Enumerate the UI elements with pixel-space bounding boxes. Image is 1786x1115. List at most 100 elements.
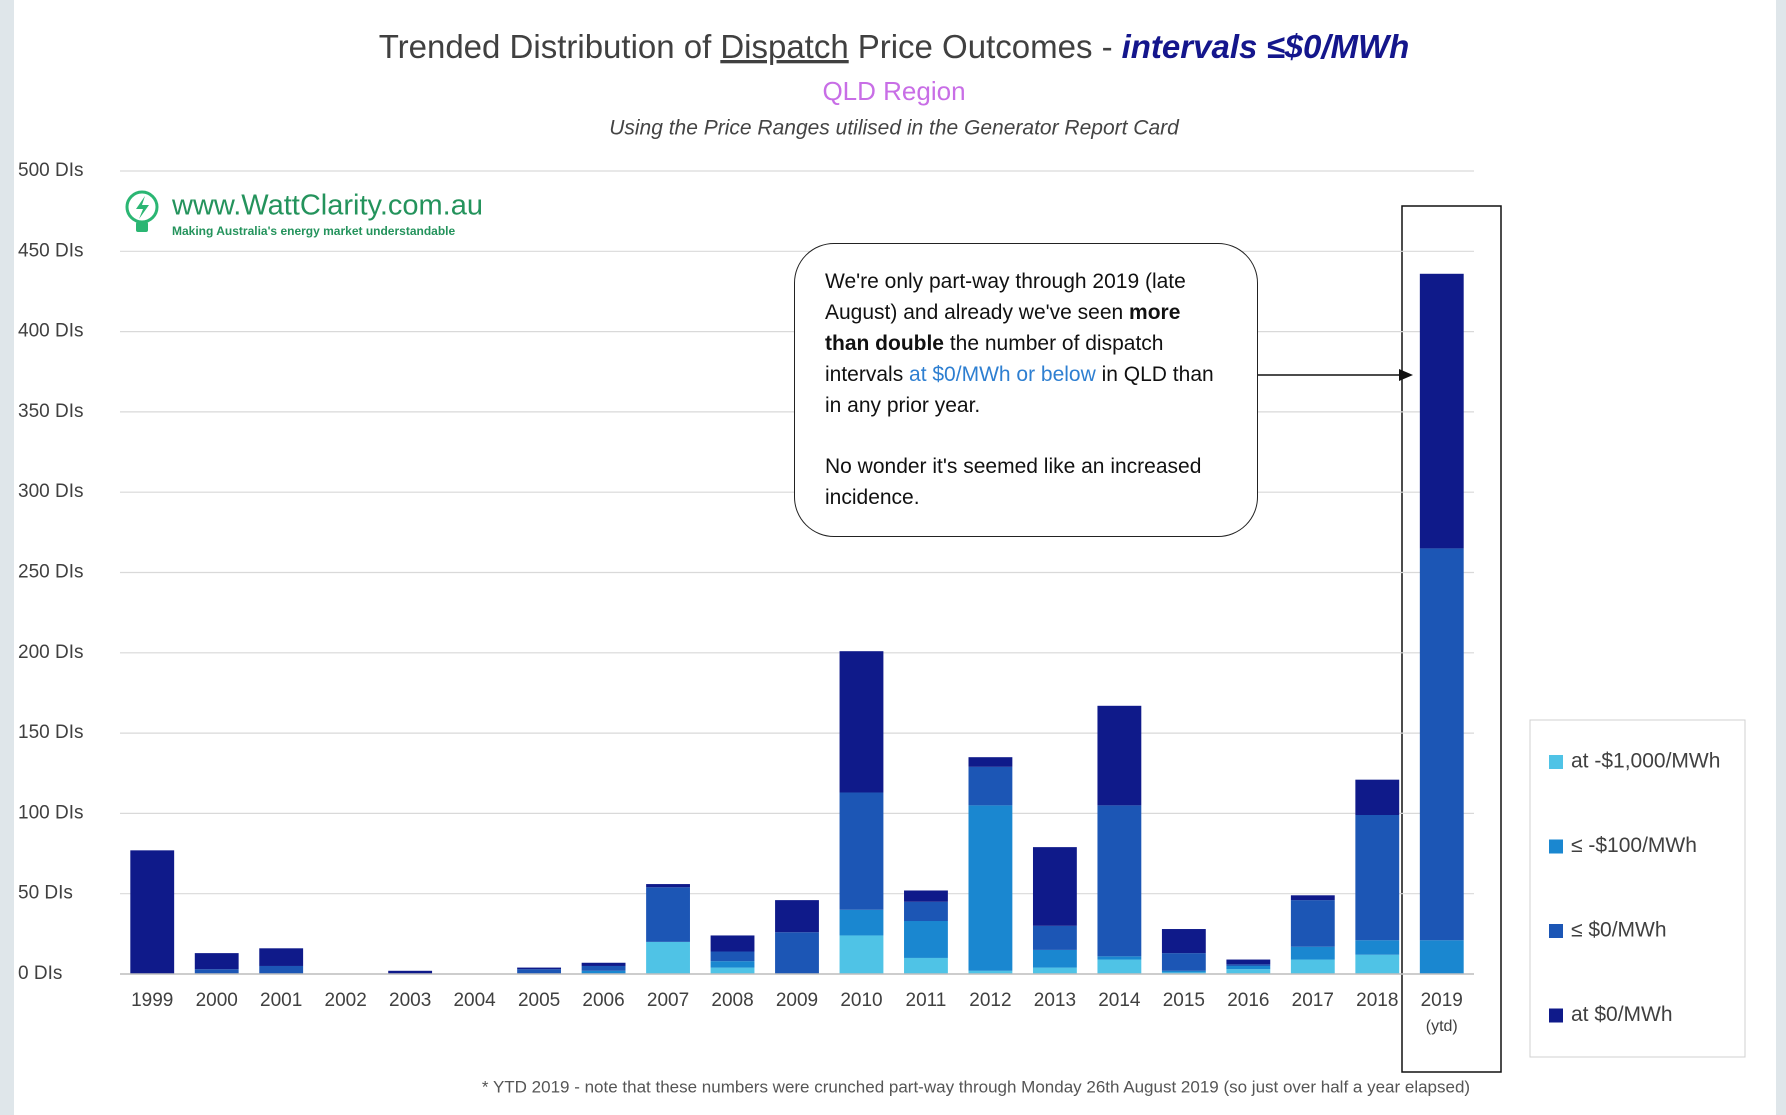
bar-segment <box>1097 805 1142 957</box>
bar-segment <box>904 890 948 902</box>
callout-text: more than double <box>825 301 1181 355</box>
bar-segment <box>1161 970 1206 973</box>
callout-text: at $0/MWh or below <box>909 363 1096 386</box>
chart-panel: Trended Distribution of Dispatch Price Out… <box>14 0 1776 1115</box>
title-middle: Price Outcomes - <box>858 28 1113 65</box>
logo-tagline: Making Australia's energy market underst… <box>172 224 455 238</box>
y-tick-label: 350 DIs <box>18 401 83 422</box>
callout-paragraph: We're only part-way through 2019 (late A… <box>825 266 1227 421</box>
y-tick-label: 500 DIs <box>18 160 83 181</box>
legend-label: ≤ $0/MWh <box>1571 919 1667 942</box>
x-tick-label: 2008 <box>711 990 753 1011</box>
x-tick-label: 2009 <box>776 990 818 1011</box>
bar-segment <box>581 970 626 974</box>
bar-segment <box>1419 940 1464 974</box>
x-tick-note: (ytd) <box>1426 1018 1458 1035</box>
legend-swatch <box>1549 1008 1563 1023</box>
bar-segment <box>1290 959 1335 974</box>
legend-swatch <box>1549 924 1563 938</box>
callout-text: We're only part-way through 2019 (late A… <box>825 270 1186 324</box>
bar-segment <box>1032 847 1077 926</box>
chart: Trended Distribution of Dispatch Price Out… <box>18 28 1746 1096</box>
bar-segment <box>1226 959 1271 965</box>
bar-segment <box>1032 925 1077 950</box>
x-tick-label: 1999 <box>131 990 173 1011</box>
bar-segment <box>839 792 884 910</box>
y-tick-label: 250 DIs <box>18 562 83 583</box>
x-tick-label: 2000 <box>196 990 238 1011</box>
legend-box <box>1529 719 1746 1058</box>
bar-segment <box>1226 965 1271 970</box>
bar-segment <box>968 805 1013 971</box>
bar-segment <box>194 953 239 970</box>
bar-segment <box>775 932 819 974</box>
bar-segment <box>1290 895 1335 901</box>
subtitle: QLD Region <box>822 76 965 106</box>
callout-paragraph: No wonder it's seemed like an increased … <box>825 451 1227 513</box>
bar-segment <box>194 969 239 974</box>
x-tick-label: 2014 <box>1098 990 1141 1011</box>
bar-segment <box>1419 548 1464 941</box>
bar-segment <box>646 941 690 974</box>
bar-segment <box>1226 964 1271 966</box>
bar-segment <box>710 951 755 962</box>
logo-bolt <box>136 196 149 219</box>
bar-segment <box>646 884 690 888</box>
y-tick-label: 0 DIs <box>18 963 62 984</box>
x-tick-label: 2016 <box>1227 990 1269 1011</box>
bar-segment <box>904 957 948 974</box>
callout-arrowhead <box>1399 369 1413 381</box>
bar-segment <box>581 965 626 971</box>
bar-segment <box>710 967 755 974</box>
bar-segment <box>1161 929 1206 954</box>
legend-swatch <box>1549 839 1563 854</box>
bar-segment <box>517 969 562 974</box>
bar-segment <box>1161 953 1206 971</box>
bar-segment <box>839 935 884 974</box>
bar-segment <box>517 967 562 970</box>
x-tick-label: 2017 <box>1292 990 1334 1011</box>
bar-segment <box>259 948 304 966</box>
x-tick-label: 2012 <box>969 990 1011 1011</box>
legend-label: at $0/MWh <box>1571 1003 1673 1026</box>
bar-segment <box>710 935 755 952</box>
bar-segment <box>1097 956 1142 960</box>
x-tick-label: 2011 <box>906 990 947 1011</box>
bar-segment <box>1355 940 1400 955</box>
highlight-box <box>1401 205 1502 1073</box>
bar-segment <box>968 757 1013 767</box>
x-tick-label: 2018 <box>1356 990 1398 1011</box>
legend-label: at -$1,000/MWh <box>1571 750 1720 773</box>
bar-segment <box>839 651 884 793</box>
x-tick-label: 2013 <box>1034 990 1076 1011</box>
y-tick-label: 200 DIs <box>18 642 83 663</box>
bar-segment <box>1032 967 1077 974</box>
legend-label: ≤ -$100/MWh <box>1571 834 1697 857</box>
bar-segment <box>130 850 175 974</box>
bar-segment <box>968 766 1013 806</box>
x-tick-label: 2006 <box>582 990 624 1011</box>
legend-swatch <box>1549 755 1563 769</box>
bar-segment <box>1355 779 1400 816</box>
title-underlined: Dispatch <box>720 28 848 65</box>
title-highlight: intervals ≤$0/MWh <box>1122 28 1410 65</box>
callout: We're only part-way through 2019 (late A… <box>794 243 1258 537</box>
x-tick-label: 2007 <box>647 990 689 1011</box>
y-tick-label: 400 DIs <box>18 321 83 342</box>
logo-bulb-base <box>136 222 148 232</box>
bar-segment <box>646 887 690 942</box>
bar-segment <box>581 962 626 966</box>
y-tick-label: 50 DIs <box>18 883 73 904</box>
y-tick-label: 450 DIs <box>18 240 83 261</box>
x-tick-label: 2019 <box>1421 990 1463 1011</box>
bar-segment <box>775 900 819 933</box>
y-tick-label: 100 DIs <box>18 802 83 823</box>
y-tick-label: 300 DIs <box>18 481 83 502</box>
x-tick-label: 2002 <box>325 990 367 1011</box>
footnote: * YTD 2019 - note that these numbers wer… <box>482 1077 1470 1096</box>
callout-text: in QLD than in any prior year. <box>825 363 1214 417</box>
bar-segment <box>1097 705 1142 806</box>
bar-segment <box>1226 969 1271 974</box>
callout-text: the number of dispatch intervals <box>825 332 1164 386</box>
title-prefix: Trended Distribution of <box>379 28 712 65</box>
